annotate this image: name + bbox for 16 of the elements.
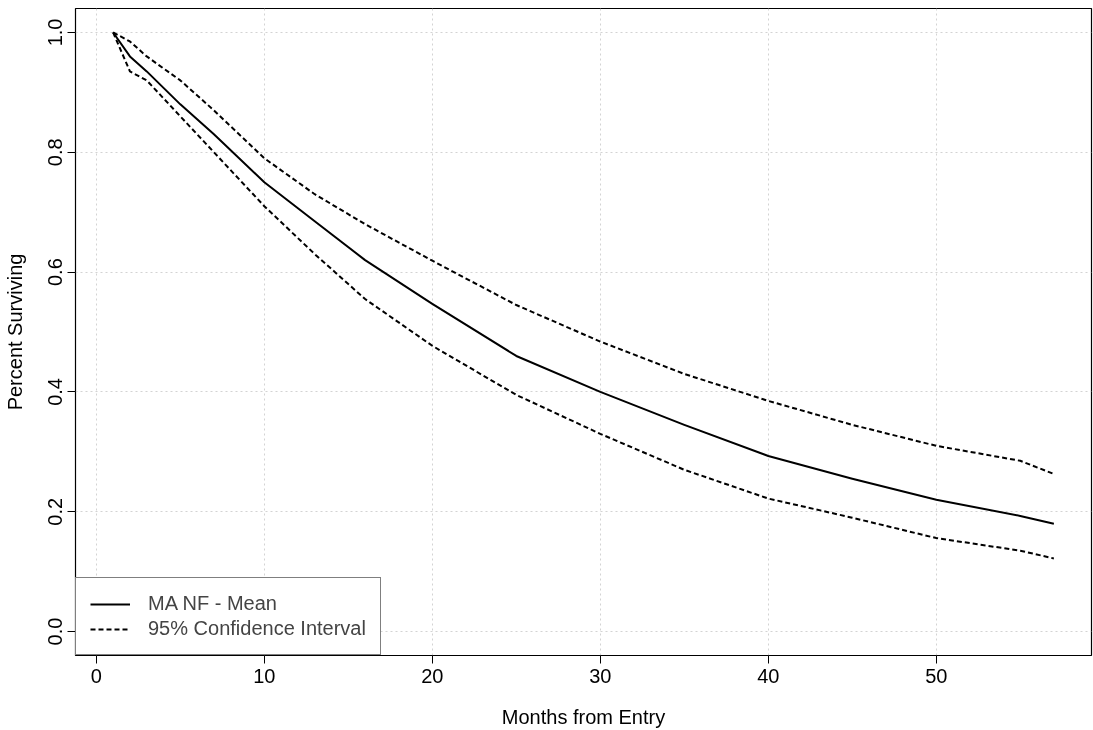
x-tick-label: 0 [90, 664, 102, 687]
y-tick-label: 0.0 [44, 617, 67, 646]
y-tick-label: 0.6 [44, 258, 67, 286]
y-tick-label: 1.0 [44, 18, 67, 47]
y-tick-label: 0.8 [44, 138, 67, 167]
x-tick-label: 10 [253, 664, 276, 687]
x-axis-title: Months from Entry [501, 705, 666, 728]
y-tick-label: 0.4 [44, 378, 67, 406]
legend-label: 95% Confidence Interval [148, 617, 366, 640]
y-tick-label: 0.2 [44, 497, 67, 526]
x-tick-label: 30 [589, 664, 612, 687]
legend-label: MA NF - Mean [148, 592, 277, 615]
x-tick-label: 50 [925, 664, 948, 687]
x-tick-label: 20 [421, 664, 444, 687]
y-axis-title: Percent Surviving [3, 253, 26, 411]
x-tick-label: 40 [757, 664, 780, 687]
